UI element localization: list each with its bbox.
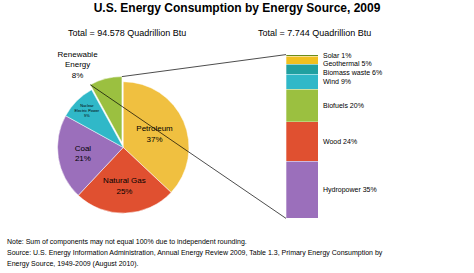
svg-text:U.S. Energy Consumption by Ene: U.S. Energy Consumption by Energy Source… xyxy=(94,1,381,15)
svg-text:Solar 1%: Solar 1% xyxy=(323,52,351,59)
svg-text:Geothermal 5%: Geothermal 5% xyxy=(323,60,372,67)
svg-text:Total = 94.578 Quadrillion Btu: Total = 94.578 Quadrillion Btu xyxy=(68,28,186,38)
svg-text:Total = 7.744 Quadrillion Btu: Total = 7.744 Quadrillion Btu xyxy=(258,28,371,38)
svg-text:Biofuels 20%: Biofuels 20% xyxy=(323,102,364,109)
svg-text:Wood 24%: Wood 24% xyxy=(323,138,357,145)
svg-text:Wind 9%: Wind 9% xyxy=(323,78,351,85)
svg-text:Petroleum37%: Petroleum37% xyxy=(136,124,173,143)
svg-text:Energy Source, 1949-2009 (Augu: Energy Source, 1949-2009 (August 2010). xyxy=(7,260,139,268)
svg-text:NuclearElectric Power9%: NuclearElectric Power9% xyxy=(75,104,100,118)
svg-text:RenewableEnergy8%: RenewableEnergy8% xyxy=(58,50,99,80)
svg-text:Hydropower 35%: Hydropower 35% xyxy=(323,186,377,194)
svg-text:Natural Gas25%: Natural Gas25% xyxy=(103,176,146,195)
svg-text:Biomass waste 6%: Biomass waste 6% xyxy=(323,69,382,76)
svg-text:Coal21%: Coal21% xyxy=(75,144,92,163)
svg-text:Source: U.S. Energy Informatio: Source: U.S. Energy Information Administ… xyxy=(7,249,383,257)
svg-text:Note: Sum of components may no: Note: Sum of components may not equal 10… xyxy=(7,238,247,246)
